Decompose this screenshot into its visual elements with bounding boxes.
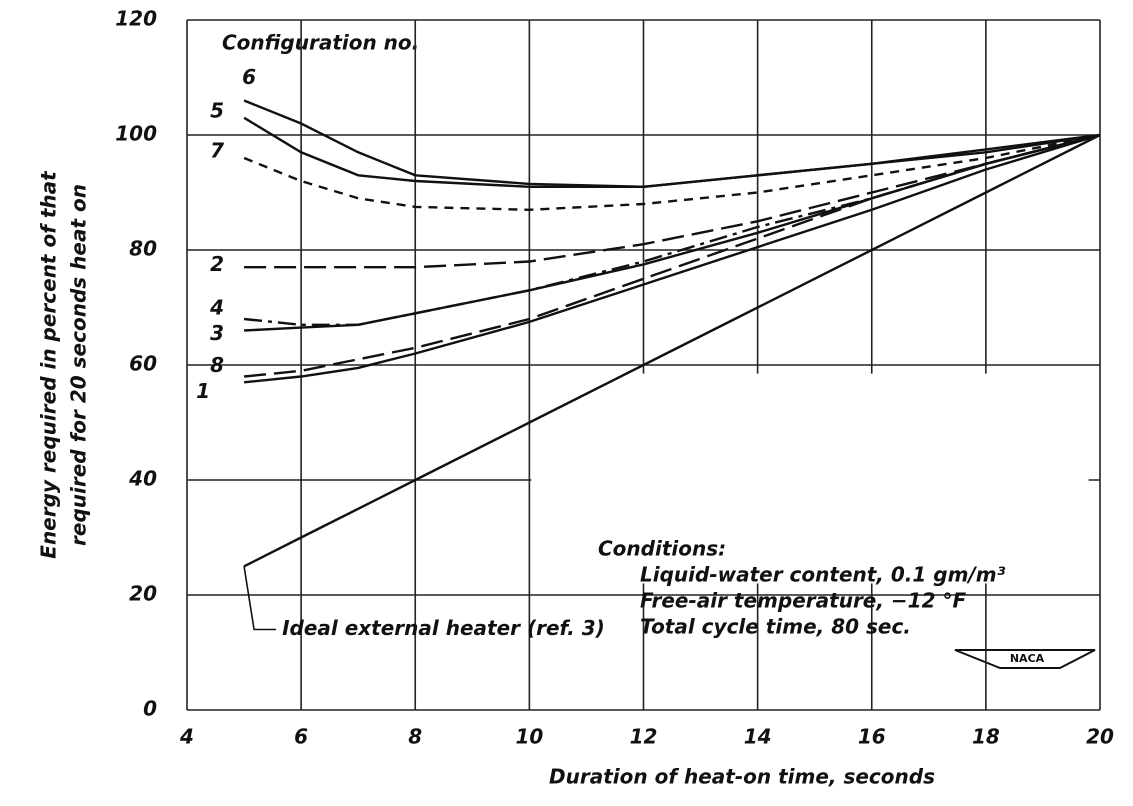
note-panel xyxy=(531,373,1089,584)
series-line xyxy=(243,133,1101,384)
x-tick-label: 20 xyxy=(1086,725,1114,749)
leader xyxy=(243,566,277,631)
x-tick-label: 6 xyxy=(294,725,308,749)
series-label: 8 xyxy=(210,353,224,377)
series-label: Ideal external heater (ref. 3) xyxy=(282,616,605,640)
y-tick-label: 20 xyxy=(129,582,157,606)
y-tick-label: 0 xyxy=(143,697,157,721)
series-line xyxy=(243,133,1101,568)
series-label: 6 xyxy=(242,65,256,89)
y-tick-label: 120 xyxy=(115,7,157,31)
y-tick-label: 80 xyxy=(129,237,157,261)
y-tick-label: 40 xyxy=(128,467,157,491)
x-tick-label: 12 xyxy=(630,725,658,749)
series-line xyxy=(243,116,1101,188)
annotation: Conditions: xyxy=(598,537,726,561)
series-line xyxy=(243,133,1101,378)
y-axis-label: Energy required in percent of that xyxy=(37,170,61,559)
series-line xyxy=(243,133,1101,212)
annotation: Total cycle time, 80 sec. xyxy=(640,615,911,639)
legend-title: Configuration no. xyxy=(222,31,419,55)
x-axis-label: Duration of heat-on time, seconds xyxy=(549,765,935,789)
series-line xyxy=(243,99,1101,189)
series-label: 1 xyxy=(196,379,210,403)
x-tick-label: 16 xyxy=(858,725,886,749)
y-tick-label: 100 xyxy=(115,122,157,146)
series-label: 2 xyxy=(210,252,224,276)
series-label: 5 xyxy=(210,98,224,122)
y-axis-label: required for 20 seconds heat on xyxy=(67,184,91,546)
naca-logo: NACA xyxy=(954,649,1096,669)
annotation: Free-air temperature, −12 °F xyxy=(640,589,966,613)
series-label: 7 xyxy=(210,139,224,163)
series-label: 4 xyxy=(209,296,224,320)
series-label: 3 xyxy=(210,321,224,345)
series-line xyxy=(244,133,1101,332)
x-tick-label: 10 xyxy=(515,725,543,749)
y-tick-label: 60 xyxy=(129,352,157,376)
annotation: Liquid-water content, 0.1 gm/m³ xyxy=(640,563,1006,587)
x-tick-label: 8 xyxy=(408,725,422,749)
x-tick-label: 14 xyxy=(744,725,772,749)
x-tick-label: 18 xyxy=(972,725,1000,749)
svg-text:NACA: NACA xyxy=(1010,652,1045,665)
series-line xyxy=(243,133,1101,326)
series-line xyxy=(244,133,1101,269)
x-tick-label: 4 xyxy=(179,725,194,749)
